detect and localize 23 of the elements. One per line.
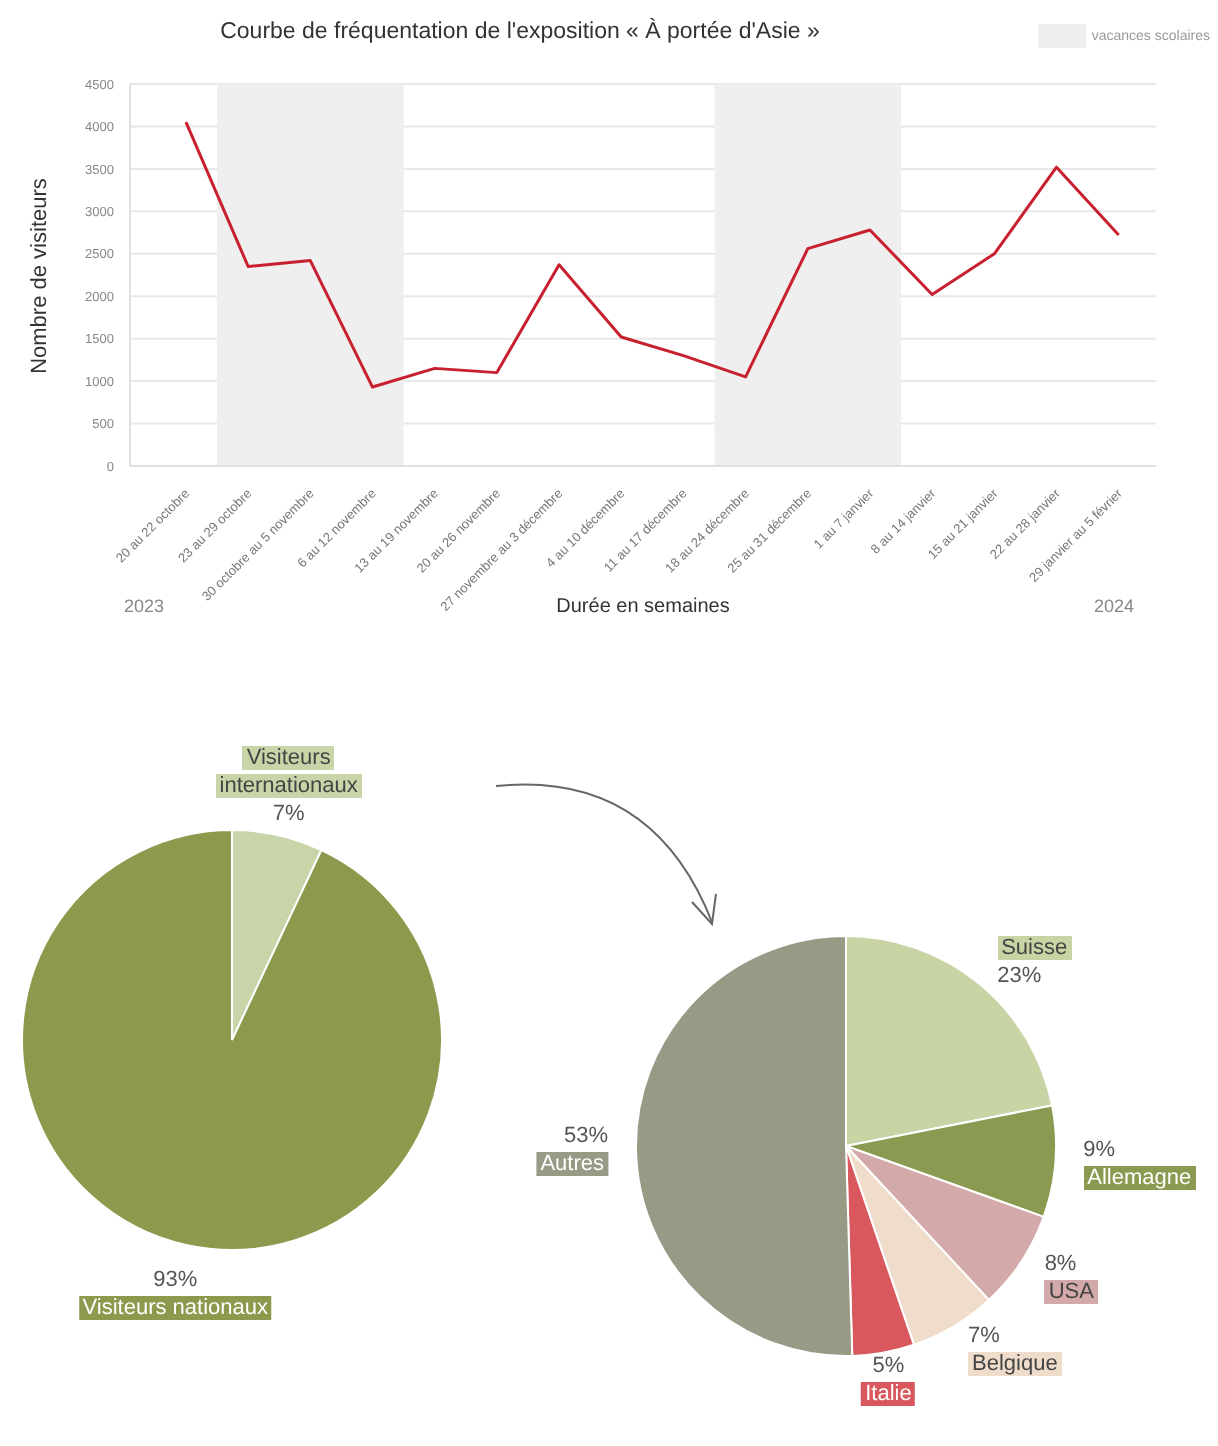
data-label: 53% (561, 1121, 608, 1150)
y-axis-title: Nombre de visiteurs (28, 178, 52, 374)
line-series (184, 120, 1121, 389)
slice-label: USA (1044, 1279, 1098, 1304)
x-axis-title: Durée en semaines (556, 596, 730, 618)
chart-title: Courbe de fréquentation de l'exposition « À portée d'Asie » (218, 20, 822, 44)
data-label: 8% (1044, 1249, 1079, 1278)
data-label: 5% (870, 1352, 907, 1381)
data-label: 9% (1083, 1135, 1118, 1164)
data-label: 93% (151, 1265, 200, 1294)
data-label: 23% (997, 962, 1044, 991)
pie-slice (21, 829, 443, 1251)
text: 2023 (124, 596, 165, 616)
slice-label: Autres (536, 1151, 608, 1176)
slice-label: Visiteurs nationaux (78, 1295, 273, 1320)
slice-label: Suisse (997, 936, 1072, 961)
slice-label: Italie (861, 1382, 916, 1407)
slice-label: Belgique (968, 1352, 1062, 1377)
data-label: 7% (968, 1322, 1002, 1351)
text: 2024 (1093, 596, 1134, 616)
slice-label: Allemagne (1083, 1165, 1196, 1190)
slice-label: Visiteurs internationaux (215, 746, 362, 799)
data-label: 7% (270, 800, 307, 829)
